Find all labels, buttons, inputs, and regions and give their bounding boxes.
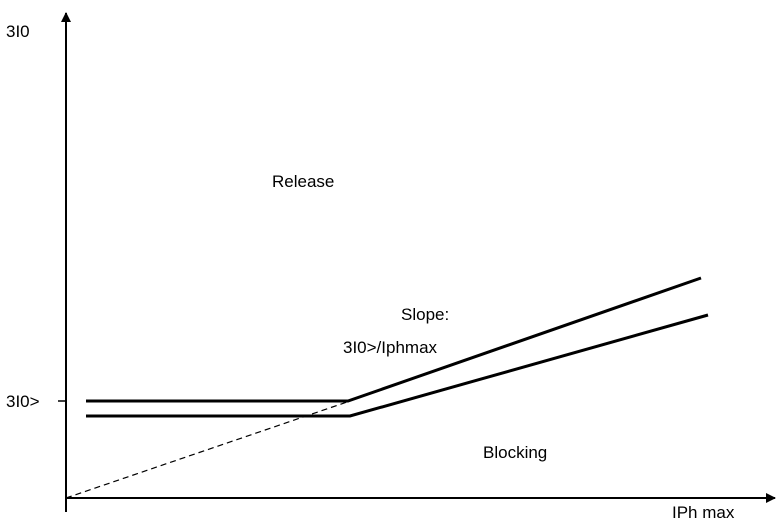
- release-characteristic-line: [86, 276, 702, 403]
- threshold-label: 3I0>: [6, 392, 40, 411]
- blocking-region-label: Blocking: [483, 443, 547, 462]
- slope-label-title: Slope:: [401, 305, 449, 324]
- blocking-characteristic-line: [86, 313, 709, 418]
- x-axis-label: IPh max: [672, 503, 735, 519]
- release-region-label: Release: [272, 172, 334, 191]
- y-axis-label: 3I0: [6, 22, 30, 41]
- slope-label-formula: 3I0>/Iphmax: [343, 338, 438, 357]
